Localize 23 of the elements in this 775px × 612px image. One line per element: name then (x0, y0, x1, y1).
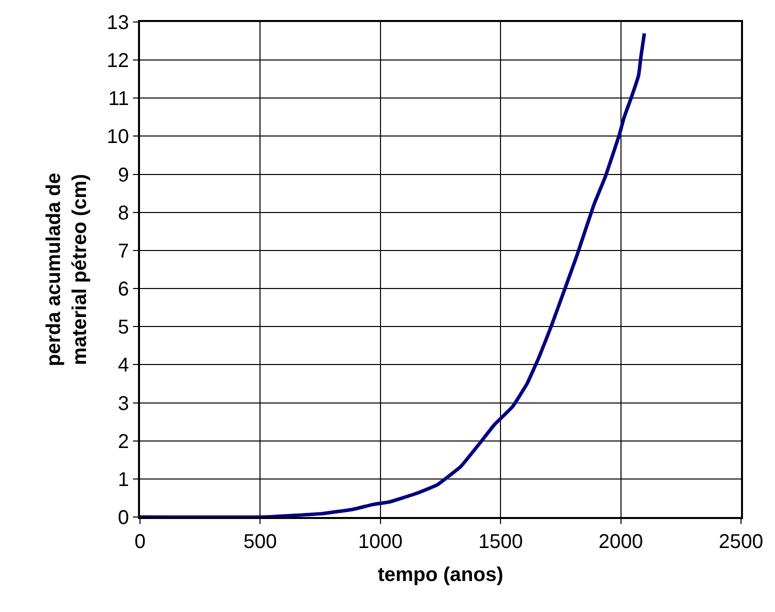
y-tick-label: 4 (118, 354, 129, 377)
y-tick-label: 13 (106, 12, 129, 34)
x-tick-label: 2000 (598, 531, 644, 553)
y-tick-label: 2 (118, 430, 129, 453)
y-tick-label: 3 (118, 392, 129, 415)
y-tick-label: 7 (118, 240, 129, 262)
x-tick-label: 500 (244, 531, 277, 553)
y-axis-title: perda acumulada de material pétreo (cm) (42, 172, 91, 366)
x-tick-label: 0 (134, 531, 146, 553)
x-axis-title: tempo (anos) (378, 564, 504, 586)
y-tick-label: 9 (118, 164, 129, 186)
y-tick-label: 11 (108, 88, 129, 110)
x-tick-label: 1500 (478, 531, 523, 553)
y-tick-label: 8 (118, 202, 129, 224)
y-tick-label: 10 (106, 126, 129, 148)
y-tick-label: 6 (118, 278, 129, 301)
line-series (140, 32, 646, 517)
x-tick-label: 1000 (358, 531, 403, 553)
y-tick-label: 5 (118, 316, 129, 339)
y-tick-label: 0 (118, 507, 129, 529)
y-tick-label: 12 (106, 50, 129, 72)
y-tick-label: 1 (118, 468, 129, 491)
x-tick-label: 2500 (718, 531, 764, 553)
